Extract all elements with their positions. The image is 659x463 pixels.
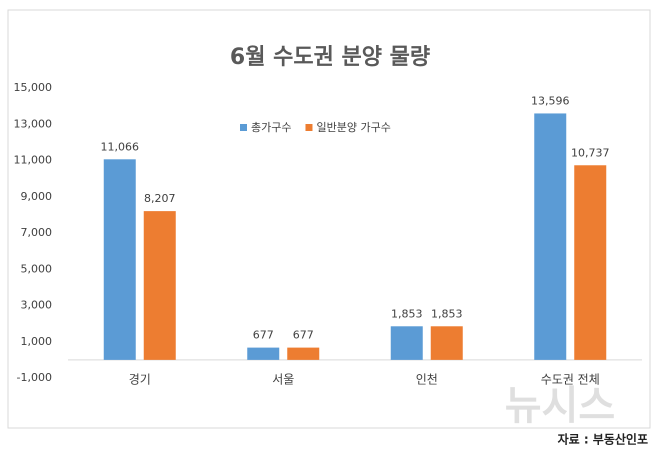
- x-tick-label: 수도권 전체: [541, 373, 600, 387]
- y-tick-label: 7,000: [21, 226, 53, 239]
- legend-swatch: [305, 124, 313, 131]
- legend-swatch: [240, 124, 247, 131]
- value-label: 11,066: [101, 140, 140, 153]
- bar: [574, 165, 607, 360]
- y-tick-label: 15,000: [14, 81, 53, 94]
- value-label: 677: [293, 329, 314, 342]
- value-label: 1,853: [431, 307, 463, 320]
- y-tick-label: 13,000: [14, 117, 53, 130]
- y-tick-label: 9,000: [21, 190, 53, 203]
- x-tick-label: 인천: [416, 372, 438, 387]
- value-label: 13,596: [531, 94, 570, 107]
- legend-label: 총가구수: [251, 121, 291, 134]
- bar: [287, 347, 320, 360]
- chart-title: 6월 수도권 분양 물량: [230, 45, 430, 70]
- legend-label: 일반분양 가구수: [316, 120, 390, 134]
- y-tick-label: -1,000: [17, 371, 52, 384]
- y-tick-label: 3,000: [21, 299, 53, 312]
- bar: [534, 113, 567, 360]
- x-tick-label: 경기: [129, 373, 151, 387]
- bar: [247, 347, 280, 360]
- bar: [103, 159, 136, 360]
- source: 자료 : 부동산인포: [558, 432, 648, 447]
- x-tick-label: 서울: [272, 373, 294, 387]
- bar: [390, 326, 423, 360]
- bar: [430, 326, 463, 360]
- value-label: 677: [253, 329, 274, 342]
- y-tick-label: 11,000: [14, 154, 53, 167]
- watermark: 뉴시스: [505, 383, 615, 429]
- y-tick-label: 5,000: [21, 262, 53, 275]
- bar: [143, 211, 176, 360]
- value-label: 1,853: [391, 307, 423, 320]
- y-tick-label: 1,000: [21, 335, 53, 348]
- value-label: 10,737: [571, 146, 610, 159]
- value-label: 8,207: [144, 192, 176, 205]
